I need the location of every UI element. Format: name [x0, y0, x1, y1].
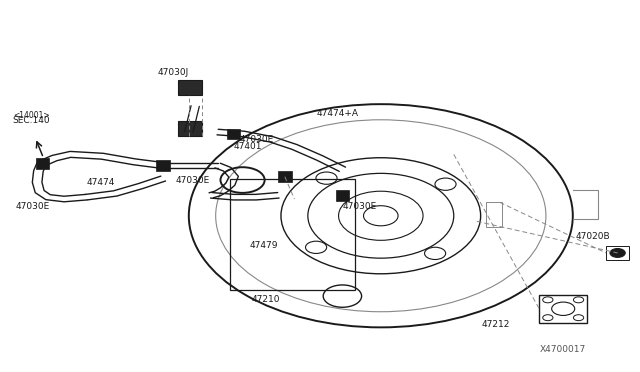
- Bar: [230, 179, 355, 290]
- Text: 47474: 47474: [86, 178, 115, 187]
- Text: 47479: 47479: [250, 241, 278, 250]
- Text: 47210: 47210: [252, 295, 280, 304]
- Text: 47030E: 47030E: [176, 176, 211, 185]
- Bar: [486, 202, 502, 227]
- Text: 47030E: 47030E: [240, 135, 275, 144]
- Text: 47030J: 47030J: [157, 68, 188, 77]
- Bar: [36, 158, 49, 169]
- Text: X4700017: X4700017: [540, 345, 586, 354]
- Text: 47474+A: 47474+A: [317, 109, 359, 118]
- Bar: [227, 129, 240, 139]
- Text: SEC.140: SEC.140: [13, 116, 51, 125]
- Text: <14001>: <14001>: [13, 111, 49, 120]
- Text: 47020B: 47020B: [576, 232, 611, 241]
- Text: 47030E: 47030E: [342, 202, 377, 211]
- Bar: [178, 121, 202, 136]
- Circle shape: [610, 248, 625, 257]
- Bar: [540, 295, 588, 323]
- Text: 47030E: 47030E: [16, 202, 51, 211]
- Bar: [278, 171, 292, 182]
- Bar: [336, 190, 349, 201]
- Text: 47401: 47401: [234, 142, 262, 151]
- Bar: [156, 160, 170, 171]
- Bar: [178, 80, 202, 95]
- Bar: [606, 246, 629, 260]
- Text: 47212: 47212: [481, 320, 509, 329]
